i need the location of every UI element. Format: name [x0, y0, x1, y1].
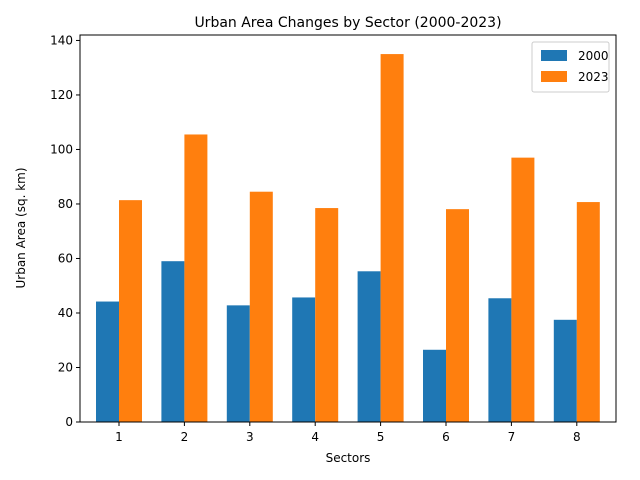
bar-2000-sector-2 — [161, 261, 185, 422]
bar-2000-sector-1 — [96, 301, 119, 422]
bars-group — [96, 54, 600, 423]
bar-2023-sector-7 — [511, 157, 535, 422]
x-axis-label: Sectors — [326, 451, 371, 465]
legend-swatch-2023 — [541, 71, 567, 82]
bar-2000-sector-3 — [226, 305, 250, 422]
y-axis-ticks: 0 20 40 60 80 100 120 140 — [50, 33, 80, 429]
legend-label-2023: 2023 — [578, 70, 609, 84]
legend-swatch-2000 — [541, 50, 567, 61]
bar-2000-sector-5 — [357, 271, 381, 422]
x-tick-label: 2 — [181, 430, 189, 444]
bar-2023-sector-2 — [184, 134, 208, 423]
bar-2023-sector-4 — [315, 208, 339, 422]
x-tick-label: 4 — [311, 430, 319, 444]
bar-2023-sector-3 — [249, 191, 273, 422]
x-axis-ticks: 1 2 3 4 5 6 7 8 — [115, 422, 581, 444]
x-tick-label: 6 — [442, 430, 450, 444]
y-tick-label: 140 — [50, 33, 73, 47]
y-tick-label: 40 — [58, 306, 73, 320]
x-tick-label: 8 — [573, 430, 581, 444]
bar-2000-sector-6 — [423, 349, 446, 422]
bar-2023-sector-5 — [380, 54, 404, 423]
y-axis-label: Urban Area (sq. km) — [14, 167, 28, 288]
plot-frame — [79, 34, 617, 423]
bar-2000-sector-7 — [488, 298, 512, 422]
y-tick-label: 0 — [65, 415, 73, 429]
legend-label-2000: 2000 — [578, 49, 609, 63]
y-tick-label: 80 — [58, 197, 73, 211]
y-tick-label: 60 — [58, 251, 73, 265]
bar-2023-sector-1 — [119, 200, 142, 422]
y-tick-label: 120 — [50, 88, 73, 102]
x-tick-label: 3 — [246, 430, 254, 444]
x-tick-label: 7 — [508, 430, 516, 444]
x-tick-label: 1 — [115, 430, 123, 444]
bar-2023-sector-6 — [446, 209, 469, 422]
x-tick-label: 5 — [377, 430, 385, 444]
y-tick-label: 100 — [50, 142, 73, 156]
legend: 2000 2023 — [531, 41, 610, 93]
bar-2000-sector-4 — [292, 297, 316, 422]
y-tick-label: 20 — [58, 360, 73, 374]
chart-title: Urban Area Changes by Sector (2000-2023) — [194, 15, 501, 31]
bar-2023-sector-8 — [576, 202, 600, 422]
bar-2000-sector-8 — [553, 319, 577, 422]
